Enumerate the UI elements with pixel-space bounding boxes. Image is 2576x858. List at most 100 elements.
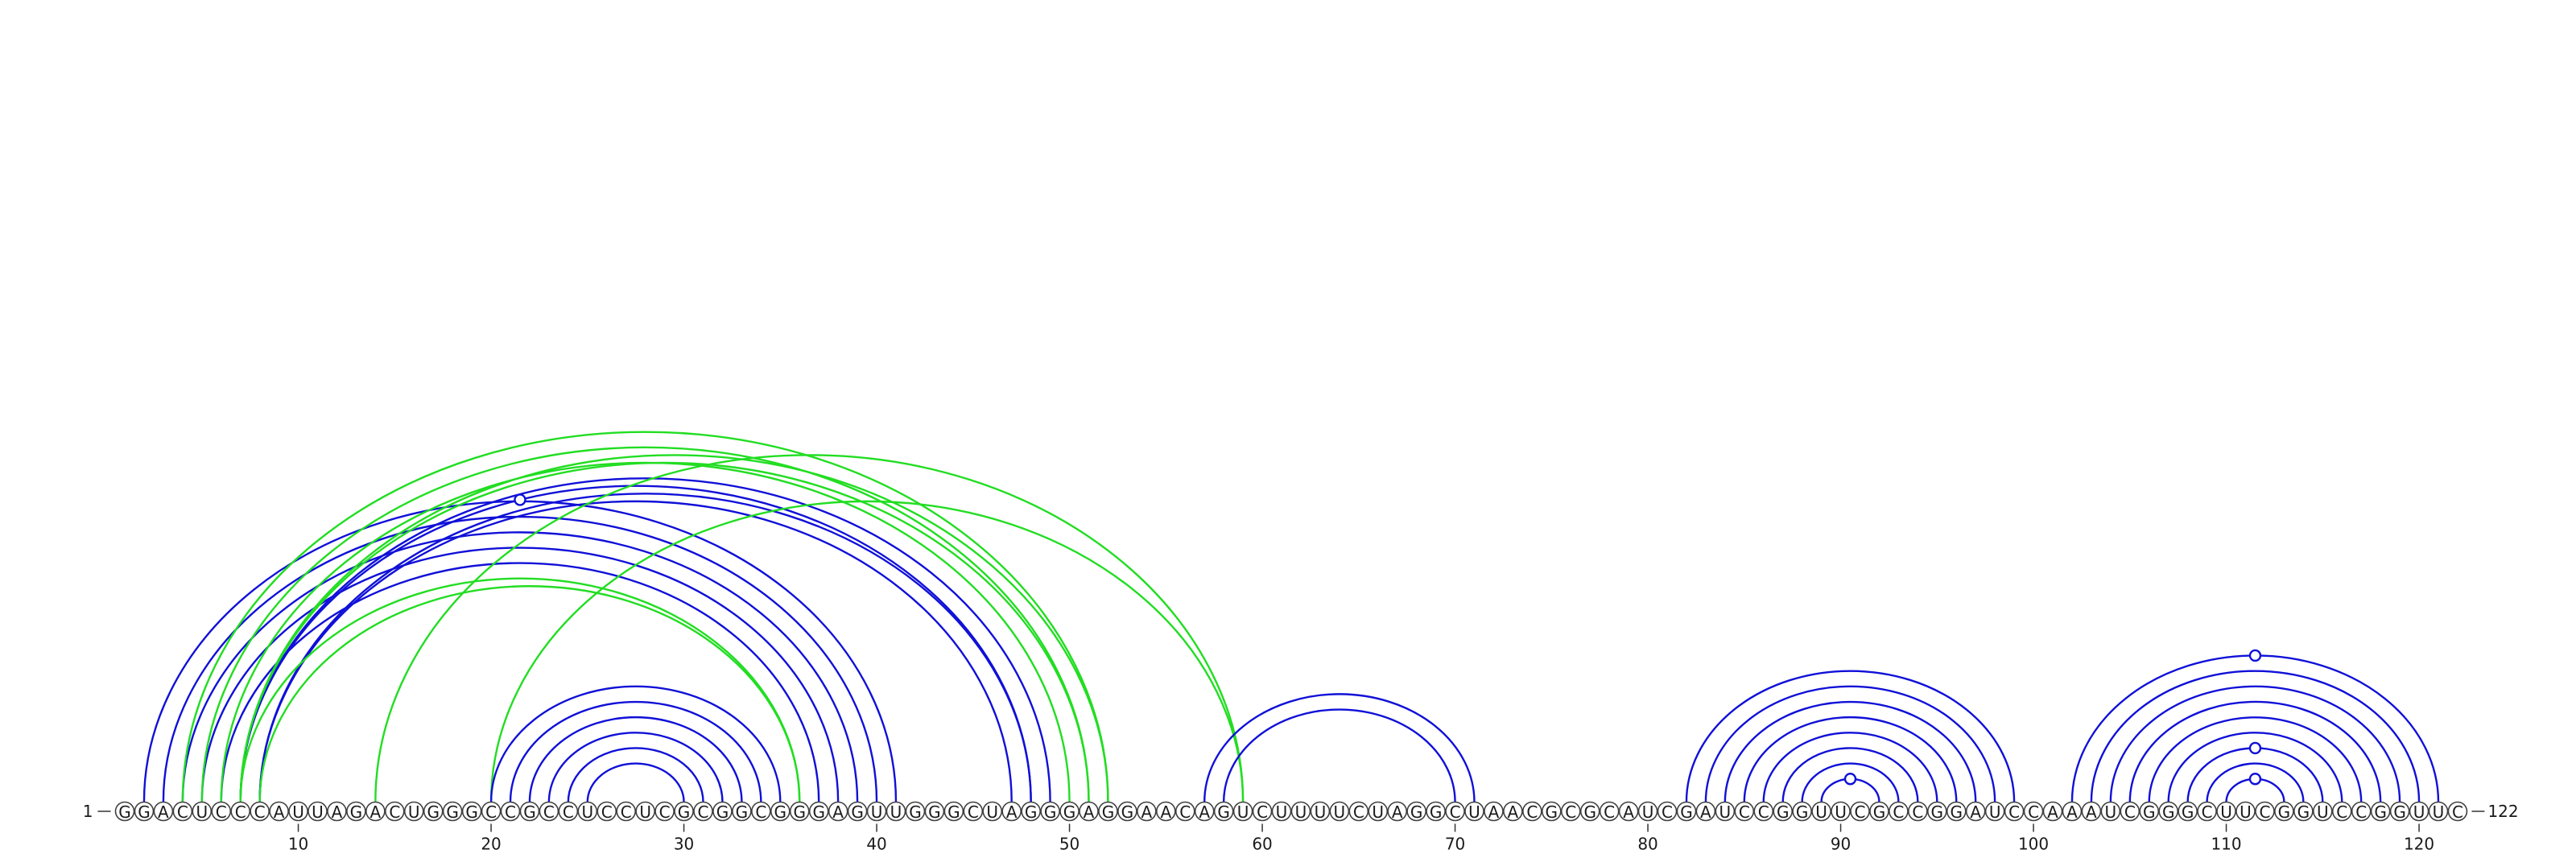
tick-label-110: 110 xyxy=(2211,835,2241,854)
nucleotide-circle xyxy=(1387,801,1407,822)
nucleotide-23: C xyxy=(539,801,559,822)
nucleotide-67: A xyxy=(1387,801,1407,822)
nucleotide-circle xyxy=(1869,801,1889,822)
nucleotide-letter: G xyxy=(1796,802,1809,822)
nucleotide-circle xyxy=(1637,801,1658,822)
nucleotide-circle xyxy=(346,801,366,822)
nucleotide-letter: C xyxy=(698,802,709,822)
nucleotide-104: U xyxy=(2100,801,2121,822)
base-pair-arc-6-50 xyxy=(220,461,1071,802)
nucleotide-circle xyxy=(2216,801,2236,822)
nucleotide-90: U xyxy=(1831,801,1851,822)
tick-label-20: 20 xyxy=(481,835,501,854)
base-pair-arc-105-118 xyxy=(2128,700,2382,802)
nucleotide-letter: G xyxy=(928,802,941,822)
nucleotide-circle xyxy=(2062,801,2083,822)
nucleotide-letter: G xyxy=(427,802,440,822)
nucleotide-letter: C xyxy=(1912,802,1923,822)
tick-label-70: 70 xyxy=(1445,835,1465,854)
nucleotide-circle xyxy=(2274,801,2294,822)
nucleotide-18: G xyxy=(442,801,463,822)
nucleotide-33: G xyxy=(732,801,752,822)
nucleotide-circle xyxy=(1657,801,1678,822)
tick-label-60: 60 xyxy=(1252,835,1272,854)
nucleotide-12: A xyxy=(327,801,347,822)
base-pair-arc-7-36 xyxy=(239,577,801,802)
nucleotide-circle xyxy=(1908,801,1928,822)
nucleotide-letter: U xyxy=(1835,802,1847,822)
base-pair-arc-4-39 xyxy=(181,531,859,802)
nucleotide-102: A xyxy=(2062,801,2083,822)
nucleotide-letter: C xyxy=(621,802,632,822)
nucleotide-circle xyxy=(1079,801,1099,822)
nucleotide-7: C xyxy=(230,801,251,822)
nucleotide-circle xyxy=(2389,801,2410,822)
base-pair-arc-24-31 xyxy=(567,747,704,802)
base-pair-arc-109-114 xyxy=(2206,762,2305,802)
arc-marker-1 xyxy=(514,493,526,506)
nucleotide-circle xyxy=(2409,801,2429,822)
nucleotide-circle xyxy=(153,801,174,822)
nucleotide-115: U xyxy=(2313,801,2333,822)
nucleotide-letter: U xyxy=(1719,802,1732,822)
nucleotide-letter: U xyxy=(986,802,998,822)
nucleotide-89: U xyxy=(1811,801,1831,822)
nucleotide-circle xyxy=(1310,801,1331,822)
nucleotide-letter: A xyxy=(1141,802,1153,822)
nucleotide-circle xyxy=(751,801,771,822)
nucleotide-letter: C xyxy=(2452,802,2463,822)
nucleotide-circle xyxy=(1137,801,1157,822)
nucleotide-66: U xyxy=(1368,801,1389,822)
base-pair-arc-83-98 xyxy=(1704,685,1996,802)
nucleotide-circle xyxy=(1484,801,1504,822)
nucleotide-77: G xyxy=(1579,801,1600,822)
nucleotide-circle xyxy=(1560,801,1581,822)
nucleotide-44: G xyxy=(943,801,964,822)
nucleotide-circle xyxy=(1927,801,1947,822)
nucleotide-109: C xyxy=(2197,801,2217,822)
base-pair-arc-106-117 xyxy=(2148,716,2363,802)
nucleotide-59: U xyxy=(1232,801,1253,822)
nucleotide-circle xyxy=(2042,801,2063,822)
nucleotide-letter: C xyxy=(1893,802,1904,822)
nucleotide-letter: C xyxy=(1662,802,1673,822)
nucleotide-letter: A xyxy=(2066,802,2078,822)
nucleotide-circle xyxy=(2139,801,2160,822)
nucleotide-117: C xyxy=(2351,801,2372,822)
nucleotide-letter: G xyxy=(1583,802,1596,822)
nucleotide-55: A xyxy=(1156,801,1176,822)
nucleotide-letter: C xyxy=(2355,802,2367,822)
nucleotide-108: G xyxy=(2178,801,2198,822)
nucleotide-110: U xyxy=(2216,801,2236,822)
nucleotide-circle xyxy=(2100,801,2121,822)
nucleotide-letter: C xyxy=(2336,802,2347,822)
nucleotide-letter: G xyxy=(947,802,960,822)
nucleotide-letter: C xyxy=(2202,802,2213,822)
nucleotide-circle xyxy=(1021,801,1041,822)
nucleotide-circle xyxy=(1676,801,1697,822)
nucleotide-letter: U xyxy=(1334,802,1346,822)
nucleotide-letter: G xyxy=(1680,802,1693,822)
nucleotide-letter: A xyxy=(1623,802,1634,822)
nucleotide-letter: C xyxy=(543,802,555,822)
nucleotide-21: C xyxy=(500,801,521,822)
nucleotide-54: A xyxy=(1137,801,1157,822)
nucleotide-87: G xyxy=(1773,801,1793,822)
nucleotide-37: G xyxy=(808,801,829,822)
nucleotide-circle xyxy=(2158,801,2178,822)
base-pair-arc-23-32 xyxy=(547,732,724,802)
nucleotide-circle xyxy=(1252,801,1273,822)
nucleotide-letter: U xyxy=(581,802,593,822)
nucleotide-78: C xyxy=(1599,801,1620,822)
nucleotide-letter: U xyxy=(1815,802,1827,822)
base-pair-arc-7-49 xyxy=(239,477,1051,802)
nucleotide-letter: C xyxy=(505,802,516,822)
nucleotide-circle xyxy=(327,801,347,822)
nucleotide-letter: G xyxy=(1931,802,1944,822)
nucleotide-70: C xyxy=(1445,801,1465,822)
nucleotide-69: G xyxy=(1426,801,1446,822)
nucleotide-circle xyxy=(1445,801,1465,822)
nucleotide-118: G xyxy=(2370,801,2391,822)
nucleotide-letter: C xyxy=(1526,802,1538,822)
nucleotide-circle xyxy=(1715,801,1736,822)
